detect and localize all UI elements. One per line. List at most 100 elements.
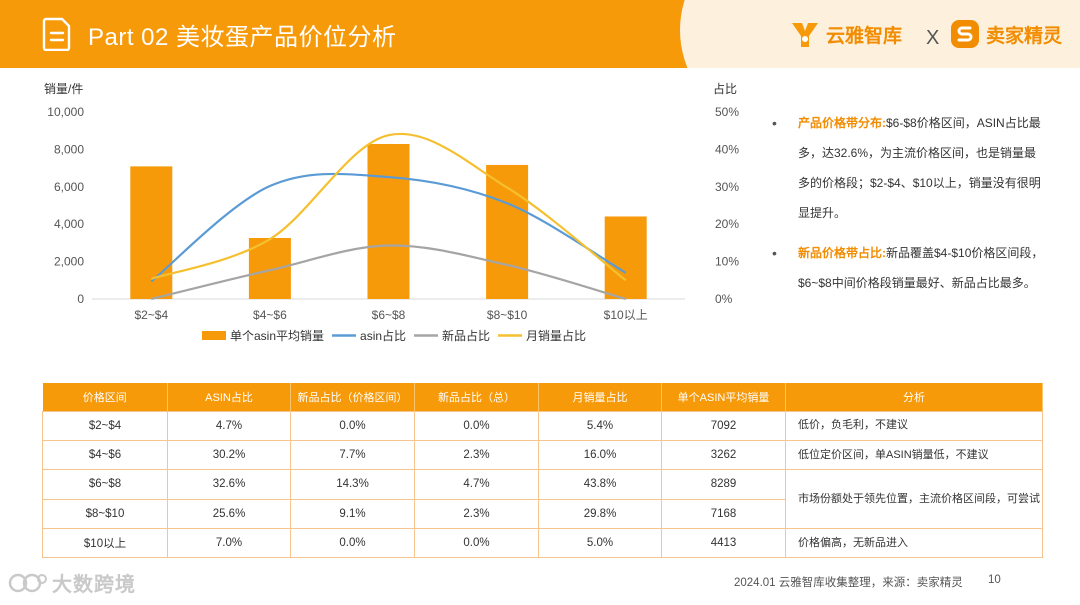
- table-row: $10以上 7.0% 0.0% 0.0% 5.0% 4413 价格偏高，无新品进…: [42, 528, 1043, 559]
- document-icon: [42, 17, 71, 51]
- table-cell: 5.4%: [538, 410, 662, 441]
- table-header-cell: 分析: [785, 383, 1043, 411]
- watermark: 大数跨境: [8, 568, 136, 597]
- notes-panel: • 产品价格带分布:$6-$8价格区间，ASIN占比最多，达32.6%，为主流价…: [770, 108, 1045, 298]
- yunya-logo-icon: [792, 23, 818, 47]
- legend-label: asin占比: [360, 328, 406, 343]
- table-header-cell: 单个ASIN平均销量: [661, 383, 786, 411]
- note-key: 产品价格带分布:: [798, 116, 886, 130]
- table-cell: 0.0%: [290, 528, 415, 559]
- table-cell: 16.0%: [538, 439, 662, 471]
- table-cell: 7168: [661, 498, 786, 530]
- table-cell: 2.3%: [414, 439, 539, 471]
- bullet: •: [772, 115, 777, 131]
- table-cell: 4.7%: [167, 410, 291, 441]
- brand-maijia-name: 卖家精灵: [986, 25, 1063, 47]
- x-tick-label: $8~$10: [487, 308, 528, 322]
- table-header-cell: ASIN占比: [167, 383, 291, 411]
- table-cell: 29.8%: [538, 498, 662, 530]
- table-cell: 30.2%: [167, 439, 291, 471]
- table-header-cell: 新品占比（价格区间）: [290, 383, 415, 411]
- page-number: 10: [988, 574, 1001, 586]
- page-title: Part 02 美妆蛋产品价位分析: [88, 24, 397, 51]
- table-cell: 43.8%: [538, 469, 662, 500]
- analysis-cell: 低价，负毛利，不建议: [785, 410, 1043, 441]
- table-cell: $6~$8: [42, 469, 168, 500]
- note-key: 新品价格带占比:: [798, 246, 886, 260]
- series-line-月销量占比: [150, 132, 627, 282]
- bar: [486, 164, 529, 299]
- y-tick-label-right: 30%: [715, 180, 739, 194]
- table-cell: 7092: [661, 410, 786, 441]
- note-text: $6-$8价格区间，ASIN占比最多，达32.6%，为主流价格区间，也是销量最多…: [798, 116, 1041, 220]
- table-cell: 25.6%: [167, 498, 291, 530]
- y-tick-label-left: 0: [77, 292, 84, 306]
- x-tick-label: $6~$8: [372, 308, 406, 322]
- table-cell: $8~$10: [42, 498, 168, 530]
- brand-yunya: 云雅智库: [790, 18, 902, 50]
- chart-area: 销量/件 占比 0 0% 2,000 10% 4,000 20% 6,000 30% 8,000 40…: [30, 72, 750, 362]
- series-line-新品占比: [151, 244, 627, 301]
- legend-swatch: [202, 331, 226, 340]
- y-tick-label-right: 10%: [715, 255, 739, 269]
- legend-label: 单个asin平均销量: [230, 329, 324, 343]
- x-tick-label: $4~$6: [253, 308, 287, 322]
- analysis-cell: 市场份额处于领先位置，主流价格区间段，可尝试: [785, 469, 1043, 530]
- table-cell: 4.7%: [414, 469, 539, 500]
- analysis-cell: 价格偏高，无新品进入: [785, 528, 1043, 559]
- y-tick-label-right: 40%: [715, 142, 739, 156]
- table-cell: 3262: [661, 439, 786, 471]
- table-cell: 14.3%: [290, 469, 415, 500]
- maijia-logo-icon: [951, 20, 979, 48]
- table-row: $4~$6 30.2% 7.7% 2.3% 16.0% 3262 低位定价区间，…: [42, 439, 1043, 471]
- table-cell: 7.7%: [290, 439, 415, 471]
- legend-label: 新品占比: [442, 328, 490, 343]
- note-text: 新品覆盖$4-$10价格区间段，$6~$8中间价格段销量最好、新品占比最多。: [798, 246, 1044, 290]
- left-axis-title: 销量/件: [44, 82, 83, 96]
- analysis-cell: 低位定价区间，单ASIN销量低，不建议: [785, 439, 1043, 471]
- y-tick-label-left: 2,000: [54, 255, 84, 269]
- x-tick-label: $10以上: [604, 308, 648, 322]
- x-tick-label: $2~$4: [134, 308, 168, 322]
- y-tick-label-right: 20%: [715, 217, 739, 231]
- table-cell: 7.0%: [167, 528, 291, 559]
- note-price-distribution: • 产品价格带分布:$6-$8价格区间，ASIN占比最多，达32.6%，为主流价…: [770, 108, 1045, 228]
- table-cell: $4~$6: [42, 439, 168, 471]
- table-cell: 0.0%: [290, 410, 415, 441]
- table-header-cell: 价格区间: [42, 383, 168, 411]
- table-header-row: 价格区间 ASIN占比 新品占比（价格区间） 新品占比（总） 月销量占比 单个A…: [42, 383, 1043, 411]
- table-cell: 2.3%: [414, 498, 539, 530]
- y-tick-label-left: 10,000: [47, 105, 84, 119]
- brand-maijia: 卖家精灵: [950, 18, 1062, 50]
- table-cell: 0.0%: [414, 410, 539, 441]
- y-tick-label-right: 0%: [715, 292, 733, 306]
- table-cell: 4413: [661, 528, 786, 559]
- bar: [248, 238, 291, 299]
- table-cell: 0.0%: [414, 528, 539, 559]
- bar: [130, 166, 173, 299]
- price-band-chart: 销量/件 占比 0 0% 2,000 10% 4,000 20% 6,000 30% 8,000 40…: [44, 81, 739, 343]
- bar: [367, 143, 410, 299]
- bar: [604, 216, 647, 299]
- y-tick-label-left: 6,000: [54, 180, 84, 194]
- y-tick-label-right: 50%: [715, 105, 739, 119]
- y-tick-label-left: 4,000: [54, 217, 84, 231]
- note-new-product-share: • 新品价格带占比:新品覆盖$4-$10价格区间段，$6~$8中间价格段销量最好…: [770, 238, 1045, 298]
- legend-label: 月销量占比: [526, 328, 586, 343]
- table-cell: 5.0%: [538, 528, 662, 559]
- table-cell: $2~$4: [42, 410, 168, 441]
- table-cell: $10以上: [42, 528, 168, 559]
- brand-separator: X: [926, 26, 940, 49]
- table-cell: 32.6%: [167, 469, 291, 500]
- right-axis-title: 占比: [713, 81, 737, 96]
- watermark-text: 大数跨境: [52, 574, 136, 596]
- table-cell: 9.1%: [290, 498, 415, 530]
- series-line-asin占比: [150, 172, 627, 283]
- source-note: 2024.01 云雅智库收集整理，来源：卖家精灵: [734, 577, 963, 589]
- table-row: $6~$8 32.6% 14.3% 4.7% 43.8% 8289 市场份额处于…: [42, 469, 1043, 530]
- y-tick-label-left: 8,000: [54, 142, 84, 156]
- table-cell: 8289: [661, 469, 786, 500]
- header-decoration: [680, 0, 1080, 68]
- price-table: 价格区间 ASIN占比 新品占比（价格区间） 新品占比（总） 月销量占比 单个A…: [42, 383, 1043, 559]
- table-header-cell: 月销量占比: [538, 383, 662, 411]
